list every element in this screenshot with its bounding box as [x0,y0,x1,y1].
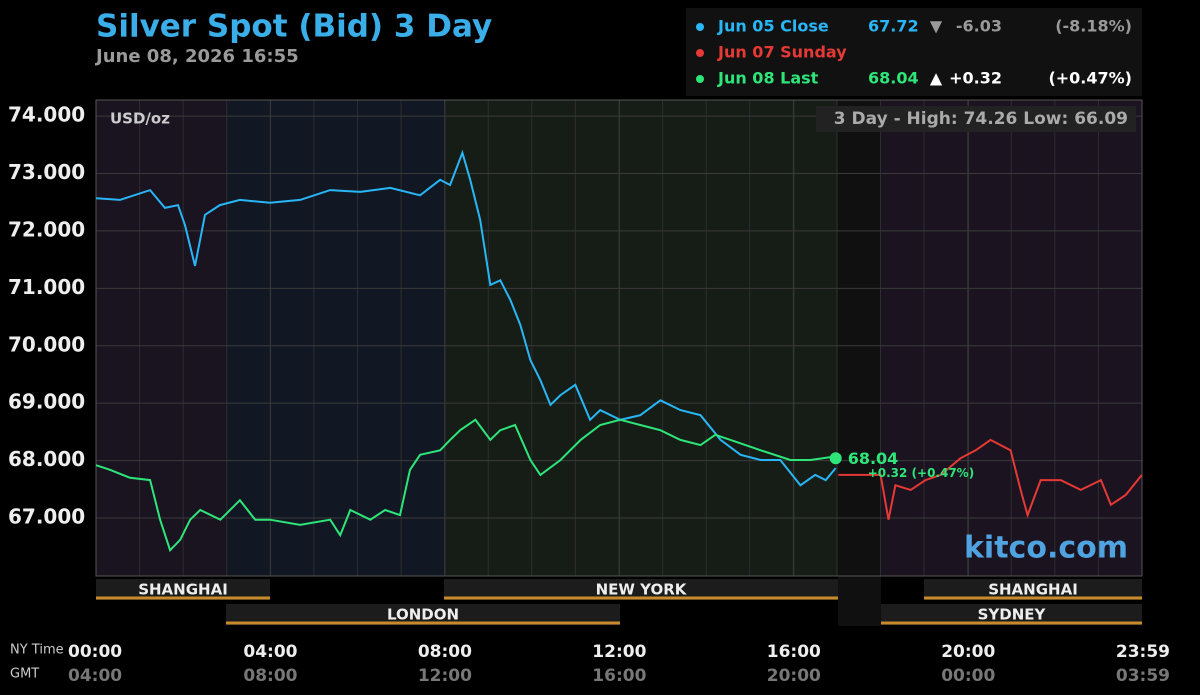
x-tick-label: 00:00 [68,642,122,662]
legend-stat: 68.04 [868,69,919,88]
legend-label: Jun 07 Sunday [717,43,847,62]
session-bar [881,604,1142,625]
x-tick-label: 16:00 [767,642,821,662]
y-tick-label: 69.000 [8,390,85,414]
plot-border [95,99,1143,577]
y-tick-label: 73.000 [8,160,85,184]
session-label: SYDNEY [978,606,1047,624]
legend-label: Jun 08 Last [717,69,819,88]
y-tick-label: 72.000 [8,217,85,241]
legend-stat: ▼ [930,17,943,36]
last-point [829,452,842,465]
series-line [95,418,836,553]
x-tick-label: 20:00 [941,642,995,662]
series-line [95,149,837,487]
legend-stat: (+0.47%) [1048,69,1132,88]
gmt-tick-label: 04:00 [68,666,122,686]
gmt-tick-label: 03:59 [1116,666,1170,686]
legend-stat: (-8.18%) [1055,17,1132,36]
x-tick-label: 04:00 [243,642,297,662]
subtitle: June 08, 2026 16:55 [94,46,299,67]
chart-title: Silver Spot (Bid) 3 Day [96,9,492,45]
legend-stat: ▲ [930,69,943,88]
legend-label: Jun 05 Close [717,17,829,36]
region [838,100,881,626]
legend-stat: -6.03 [956,17,1002,36]
series-line [838,438,1143,520]
x-tick-label: 08:00 [418,642,472,662]
gmt-tick-label: 20:00 [767,666,821,686]
region [96,100,226,576]
session-label: SHANGHAI [988,581,1078,599]
session-bar [444,579,838,600]
legend-box [686,8,1142,96]
x-axis-label: NY Time [10,643,64,658]
legend-dot [696,75,704,83]
range-box [816,106,1136,132]
legend-stat: 67.72 [868,17,919,36]
y-tick-label: 68.000 [8,447,85,471]
session-bar [924,579,1142,600]
y-tick-label: 74.000 [8,103,85,127]
legend-stat: +0.32 [949,69,1002,88]
gmt-tick-label: 16:00 [592,666,646,686]
last-label: 68.04 [848,449,899,468]
x2-axis-label: GMT [10,667,39,682]
session-label: SHANGHAI [138,581,228,599]
session-label: LONDON [387,606,459,624]
range-note: 3 Day - High: 74.26 Low: 66.09 [834,109,1128,129]
region [444,100,838,576]
y-tick-label: 71.000 [8,275,85,299]
y-tick-label: 67.000 [8,505,85,529]
gmt-tick-label: 12:00 [418,666,472,686]
watermark: kitco.com [964,531,1128,566]
session-bar [226,604,620,625]
legend-dot [696,23,704,31]
x-tick-label: 23:59 [1116,642,1170,662]
unit-label: USD/oz [110,110,170,128]
x-tick-label: 12:00 [592,642,646,662]
session-bar [96,579,270,600]
gmt-tick-label: 00:00 [941,666,995,686]
gmt-tick-label: 08:00 [243,666,297,686]
y-tick-label: 70.000 [8,332,85,356]
last-change: +0.32 (+0.47%) [868,466,975,480]
legend-dot [696,49,704,57]
region [226,100,444,576]
session-label: NEW YORK [596,581,688,599]
